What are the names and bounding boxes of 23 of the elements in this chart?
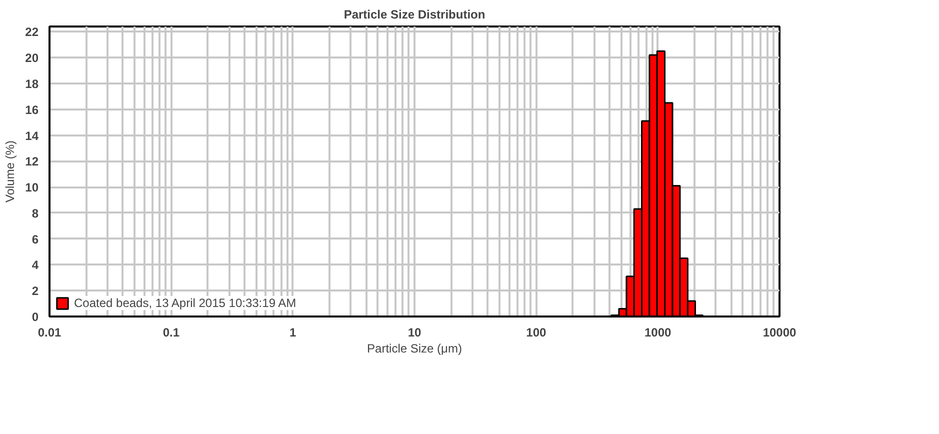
- y-tick-label: 18: [25, 76, 39, 91]
- x-tick-label: 10: [408, 326, 422, 340]
- y-tick-label: 12: [25, 154, 39, 169]
- y-tick-label: 6: [32, 232, 39, 246]
- x-tick-label: 10000: [762, 326, 797, 340]
- y-tick-label: 16: [25, 102, 39, 117]
- legend-label: Coated beads, 13 April 2015 10:33:19 AM: [74, 296, 296, 310]
- x-tick-label: 0.01: [38, 326, 62, 340]
- x-axis-title: Particle Size (μm): [367, 342, 462, 356]
- x-tick-label: 0.1: [162, 326, 180, 340]
- y-tick-label: 22: [25, 25, 39, 40]
- x-tick-label: 100: [526, 326, 547, 340]
- y-tick-label: 20: [25, 51, 39, 66]
- y-tick-label: 14: [25, 128, 39, 143]
- y-tick-label: 2: [32, 284, 39, 298]
- y-tick-label: 10: [25, 180, 39, 195]
- y-axis-title: Volume (%): [3, 140, 18, 203]
- y-tick-label: 0: [32, 310, 39, 324]
- y-tick-label: 8: [32, 206, 39, 220]
- y-tick-label: 4: [32, 258, 39, 272]
- chart-title: Particle Size Distribution: [344, 8, 486, 22]
- x-tick-label: 1000: [644, 326, 672, 340]
- x-tick-label: 1: [289, 326, 296, 340]
